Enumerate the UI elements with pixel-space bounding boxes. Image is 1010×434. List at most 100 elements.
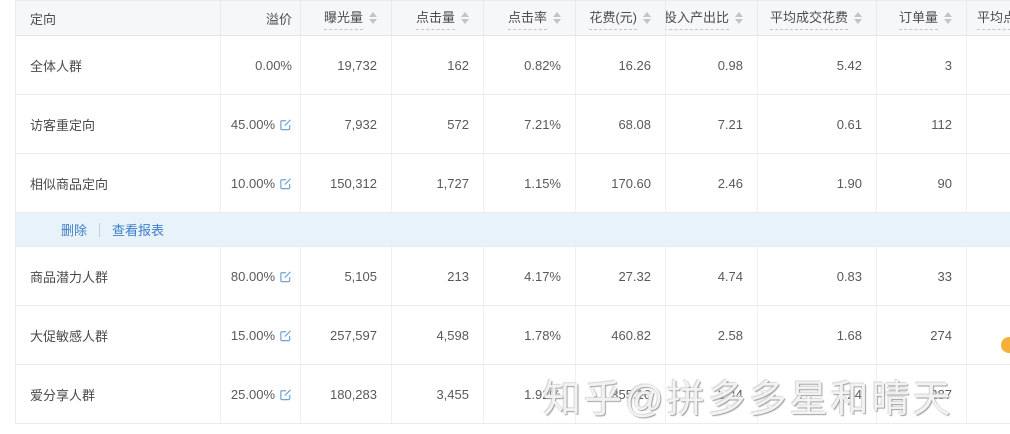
delete-button[interactable]: 删除: [61, 223, 88, 238]
sort-icon[interactable]: [553, 12, 561, 24]
edit-premium-icon[interactable]: [279, 177, 292, 190]
column-header-avg-deal-cost[interactable]: 平均成交花费: [758, 1, 877, 35]
cell-avg-click-cost: [967, 247, 1010, 305]
table-row: 全体人群 0.00% 19,732 162 0.82% 16.26 0.98 5…: [16, 36, 1010, 95]
column-header-orders[interactable]: 订单量: [877, 1, 967, 35]
cell-avg-deal-cost: 1.24: [758, 365, 877, 423]
cell-targeting: 相似商品定向: [16, 154, 221, 212]
column-label: 溢价: [265, 11, 292, 27]
cell-roi: 3.44: [666, 365, 758, 423]
targeting-table: 定向 溢价 曝光量 点击量 点击率 花费(元) 投入产出比: [15, 0, 1010, 424]
sort-icon[interactable]: [944, 12, 952, 24]
edit-premium-icon[interactable]: [279, 388, 292, 401]
cell-premium: 15.00%: [221, 306, 301, 364]
cell-targeting: 全体人群: [16, 36, 221, 94]
cell-avg-deal-cost: 5.42: [758, 36, 877, 94]
cell-impressions: 180,283: [301, 365, 392, 423]
cell-orders: 287: [877, 365, 967, 423]
sort-icon[interactable]: [643, 12, 651, 24]
column-label: 平均成交花费: [769, 7, 848, 30]
table-header-row: 定向 溢价 曝光量 点击量 点击率 花费(元) 投入产出比: [16, 0, 1010, 36]
column-label: 定向: [30, 11, 57, 27]
cell-ctr: 0.82%: [484, 36, 576, 94]
column-header-clicks[interactable]: 点击量: [392, 1, 484, 35]
cell-avg-click-cost: [967, 154, 1010, 212]
column-header-premium: 溢价: [221, 1, 301, 35]
cell-targeting: 商品潜力人群: [16, 247, 221, 305]
cell-premium: 25.00%: [221, 365, 301, 423]
action-divider: [99, 222, 101, 237]
column-header-avg-click-cost-truncated[interactable]: 平均点: [967, 1, 1010, 35]
column-header-targeting: 定向: [16, 1, 221, 35]
cell-cost: 68.08: [576, 95, 666, 153]
cell-cost: 16.26: [576, 36, 666, 94]
cell-premium: 10.00%: [221, 154, 301, 212]
sort-icon[interactable]: [735, 12, 743, 24]
column-label: 点击量: [415, 7, 455, 30]
column-label: 点击率: [507, 7, 547, 30]
cell-avg-deal-cost: 1.90: [758, 154, 877, 212]
column-label: 投入产出比: [666, 7, 729, 30]
edit-premium-icon[interactable]: [279, 329, 292, 342]
cell-impressions: 7,932: [301, 95, 392, 153]
cell-avg-deal-cost: 0.83: [758, 247, 877, 305]
cell-ctr: 4.17%: [484, 247, 576, 305]
column-header-impressions[interactable]: 曝光量: [301, 1, 392, 35]
sort-icon[interactable]: [461, 12, 469, 24]
column-header-ctr[interactable]: 点击率: [484, 1, 576, 35]
cell-clicks: 162: [392, 36, 484, 94]
cell-clicks: 1,727: [392, 154, 484, 212]
column-label: 订单量: [898, 7, 938, 30]
cell-targeting: 大促敏感人群: [16, 306, 221, 364]
cell-avg-deal-cost: 0.61: [758, 95, 877, 153]
table-row: 爱分享人群 25.00% 180,283 3,455 1.92% 355.16 …: [16, 365, 1010, 424]
cell-roi: 2.58: [666, 306, 758, 364]
cell-clicks: 4,598: [392, 306, 484, 364]
edit-premium-icon[interactable]: [279, 118, 292, 131]
row-action-bar: 删除 查看报表: [16, 213, 1010, 247]
cell-orders: 3: [877, 36, 967, 94]
column-header-roi[interactable]: 投入产出比: [666, 1, 758, 35]
view-report-button[interactable]: 查看报表: [112, 223, 165, 238]
cell-targeting: 爱分享人群: [16, 365, 221, 423]
cell-avg-click-cost: [967, 306, 1010, 364]
table-row: 访客重定向 45.00% 7,932 572 7.21% 68.08 7.21 …: [16, 95, 1010, 154]
cell-ctr: 1.78%: [484, 306, 576, 364]
cell-avg-click-cost: [967, 365, 1010, 423]
cell-impressions: 257,597: [301, 306, 392, 364]
cell-orders: 112: [877, 95, 967, 153]
cell-ctr: 1.92%: [484, 365, 576, 423]
cell-avg-click-cost: [967, 36, 1010, 94]
cell-impressions: 19,732: [301, 36, 392, 94]
sort-icon[interactable]: [369, 12, 377, 24]
cell-cost: 460.82: [576, 306, 666, 364]
table-row: 相似商品定向 10.00% 150,312 1,727 1.15% 170.60…: [16, 154, 1010, 213]
column-label: 曝光量: [323, 7, 363, 30]
cell-roi: 7.21: [666, 95, 758, 153]
cell-avg-deal-cost: 1.68: [758, 306, 877, 364]
cell-cost: 27.32: [576, 247, 666, 305]
cell-impressions: 5,105: [301, 247, 392, 305]
cell-premium: 45.00%: [221, 95, 301, 153]
column-label: 花费(元): [589, 7, 637, 30]
cell-ctr: 7.21%: [484, 95, 576, 153]
cell-clicks: 3,455: [392, 365, 484, 423]
cell-targeting: 访客重定向: [16, 95, 221, 153]
column-label: 平均点: [977, 7, 1010, 30]
cell-impressions: 150,312: [301, 154, 392, 212]
cell-clicks: 572: [392, 95, 484, 153]
floating-badge[interactable]: [1001, 337, 1010, 353]
edit-premium-icon[interactable]: [279, 270, 292, 283]
cell-roi: 2.46: [666, 154, 758, 212]
sort-icon[interactable]: [854, 12, 862, 24]
cell-orders: 90: [877, 154, 967, 212]
cell-ctr: 1.15%: [484, 154, 576, 212]
column-header-cost[interactable]: 花费(元): [576, 1, 666, 35]
cell-premium: 80.00%: [221, 247, 301, 305]
cell-cost: 170.60: [576, 154, 666, 212]
cell-premium: 0.00%: [221, 36, 301, 94]
cell-orders: 33: [877, 247, 967, 305]
cell-orders: 274: [877, 306, 967, 364]
table-row: 大促敏感人群 15.00% 257,597 4,598 1.78% 460.82…: [16, 306, 1010, 365]
